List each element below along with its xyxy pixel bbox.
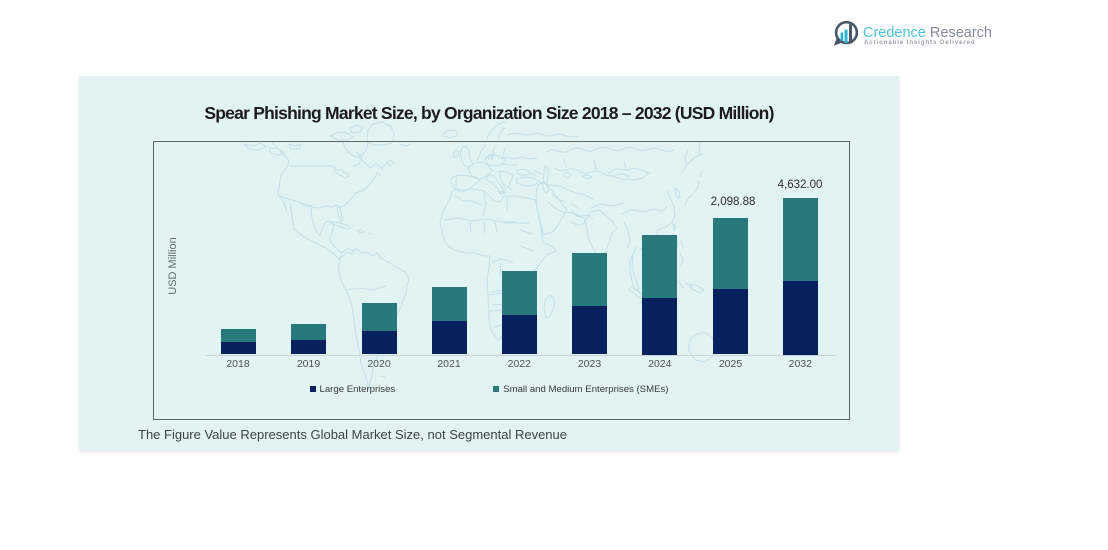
- svg-text:Credence Research: Credence Research: [863, 25, 992, 41]
- svg-text:Actionable Insights Delivered: Actionable Insights Delivered: [864, 40, 976, 46]
